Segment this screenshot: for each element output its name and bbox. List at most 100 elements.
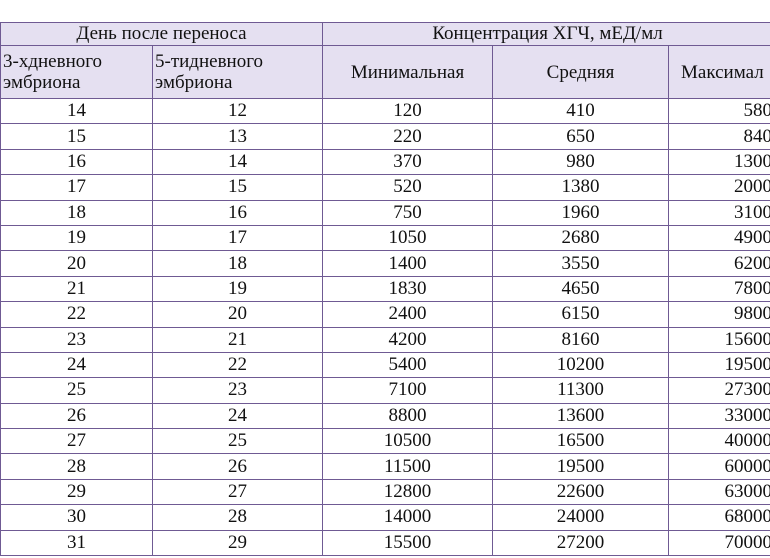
column-header: Минимальная [322, 45, 494, 99]
table-cell: 24 [0, 351, 153, 379]
table-cell: 18 [0, 199, 153, 226]
table-row: 21 19 1830 4650 7800 [0, 275, 770, 303]
table-cell: 11500 [322, 453, 494, 480]
table-cell: 7100 [322, 377, 494, 404]
table-cell: 4650 [492, 275, 670, 303]
table-row: 17 15 520 1380 2000 [0, 174, 770, 201]
table-cell: 14 [151, 148, 324, 176]
table-cell: 31 [0, 529, 153, 557]
table-cell: 220 [322, 123, 494, 150]
table-cell: 370 [322, 148, 494, 176]
table-row: 26 24 8800 13600 33000 [0, 402, 770, 430]
table-row: 28 26 11500 19500 60000 [0, 453, 770, 480]
table-cell: 1300 [668, 148, 770, 176]
table-cell: 19500 [668, 351, 770, 379]
table-cell: 8800 [322, 402, 494, 430]
table-cell: 4200 [322, 326, 494, 353]
table-cell: 13600 [492, 402, 670, 430]
table-row: 29 27 12800 22600 63000 [0, 478, 770, 506]
table-cell: 24000 [492, 504, 670, 531]
table-cell: 23 [0, 326, 153, 353]
table-cell: 17 [0, 174, 153, 201]
table-cell: 650 [492, 123, 670, 150]
table-cell: 19 [151, 275, 324, 303]
table-cell: 16 [151, 199, 324, 226]
table-cell: 520 [322, 174, 494, 201]
table-row: 18 16 750 1960 3100 [0, 199, 770, 226]
table-cell: 19500 [492, 453, 670, 480]
table-cell: 1960 [492, 199, 670, 226]
table-cell: 10500 [322, 428, 494, 455]
table-cell: 27300 [668, 377, 770, 404]
column-header: Максимал [668, 45, 770, 99]
table-cell: 68000 [668, 504, 770, 531]
table-cell: 23 [151, 377, 324, 404]
table-cell: 25 [0, 377, 153, 404]
table-row: 24 22 5400 10200 19500 [0, 351, 770, 379]
table-row: 19 17 1050 2680 4900 [0, 224, 770, 252]
table-cell: 3550 [492, 250, 670, 277]
table-cell: 14000 [322, 504, 494, 531]
table-cell: 63000 [668, 478, 770, 506]
table-cell: 24 [151, 402, 324, 430]
table-cell: 12 [151, 97, 324, 125]
table-row: 31 29 15500 27200 70000 [0, 529, 770, 557]
table-cell: 7800 [668, 275, 770, 303]
table-cell: 15 [0, 123, 153, 150]
table-row: 15 13 220 650 840 [0, 123, 770, 150]
table-cell: 27 [0, 428, 153, 455]
table-cell: 20 [0, 250, 153, 277]
table-row: 23 21 4200 8160 15600 [0, 326, 770, 353]
table-cell: 26 [0, 402, 153, 430]
table-cell: 6150 [492, 301, 670, 328]
table-cell: 20 [151, 301, 324, 328]
table-cell: 28 [151, 504, 324, 531]
table-cell: 2000 [668, 174, 770, 201]
table-cell: 12800 [322, 478, 494, 506]
table-cell: 2680 [492, 224, 670, 252]
table-cell: 27200 [492, 529, 670, 557]
table-row: 16 14 370 980 1300 [0, 148, 770, 176]
table-cell: 25 [151, 428, 324, 455]
table-cell: 22 [151, 351, 324, 379]
group-header: День после переноса [0, 22, 324, 46]
table-cell: 5400 [322, 351, 494, 379]
table-cell: 1380 [492, 174, 670, 201]
table-cell: 26 [151, 453, 324, 480]
table-cell: 15600 [668, 326, 770, 353]
table-cell: 2400 [322, 301, 494, 328]
table-cell: 15 [151, 174, 324, 201]
table-cell: 580 [668, 97, 770, 125]
table-cell: 840 [668, 123, 770, 150]
hcg-table: День после переноса Концентрация ХГЧ, мЕ… [0, 22, 770, 557]
column-header: 3-хдневного эмбриона [0, 45, 153, 99]
table-cell: 60000 [668, 453, 770, 480]
table-row: 22 20 2400 6150 9800 [0, 301, 770, 328]
table-cell: 22600 [492, 478, 670, 506]
table-cell: 11300 [492, 377, 670, 404]
table-cell: 29 [151, 529, 324, 557]
table-cell: 18 [151, 250, 324, 277]
table-cell: 14 [0, 97, 153, 125]
table-cell: 19 [0, 224, 153, 252]
group-header: Концентрация ХГЧ, мЕД/мл [322, 22, 770, 46]
table-row: 30 28 14000 24000 68000 [0, 504, 770, 531]
table-cell: 30 [0, 504, 153, 531]
table-cell: 13 [151, 123, 324, 150]
table-cell: 22 [0, 301, 153, 328]
table-cell: 29 [0, 478, 153, 506]
table-row: 27 25 10500 16500 40000 [0, 428, 770, 455]
table-cell: 750 [322, 199, 494, 226]
table-cell: 9800 [668, 301, 770, 328]
table-cell: 10200 [492, 351, 670, 379]
table-cell: 1050 [322, 224, 494, 252]
column-header: Средняя [492, 45, 670, 99]
table-cell: 15500 [322, 529, 494, 557]
table-cell: 1830 [322, 275, 494, 303]
table-cell: 27 [151, 478, 324, 506]
table-cell: 21 [151, 326, 324, 353]
table-cell: 4900 [668, 224, 770, 252]
table-row: 14 12 120 410 580 [0, 97, 770, 125]
table-cell: 16 [0, 148, 153, 176]
